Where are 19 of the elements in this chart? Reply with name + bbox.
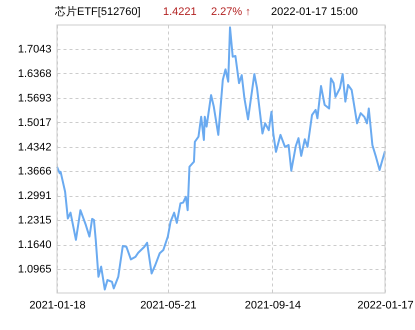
text: 1.4221 bbox=[163, 6, 197, 18]
x-tick-label: 2021-09-14 bbox=[244, 300, 302, 312]
y-tick-label: 1.7043 bbox=[18, 44, 52, 56]
y-tick-label: 1.3666 bbox=[18, 166, 52, 178]
x-tick-label: 2021-01-18 bbox=[29, 300, 86, 312]
y-tick-label: 1.1640 bbox=[18, 239, 52, 252]
line-series bbox=[56, 26, 386, 290]
x-tick-label: 2022-01-17 bbox=[357, 300, 414, 312]
y-tick-label: 1.5693 bbox=[18, 92, 52, 104]
y-tick-label: 1.5017 bbox=[18, 116, 52, 129]
x-tick-label: 2021-05-21 bbox=[140, 300, 196, 312]
text: 2.27% ↑ bbox=[211, 6, 251, 18]
y-tick-label: 1.2991 bbox=[18, 190, 52, 202]
y-tick-label: 1.4342 bbox=[18, 141, 52, 154]
text: 2022-01-17 15:00 bbox=[271, 6, 358, 18]
y-tick-label: 1.6368 bbox=[18, 68, 52, 80]
chart-title: 芯片ETF[512760] bbox=[54, 5, 141, 18]
y-tick-label: 1.0965 bbox=[18, 264, 52, 276]
y-tick-label: 1.2315 bbox=[18, 214, 52, 227]
